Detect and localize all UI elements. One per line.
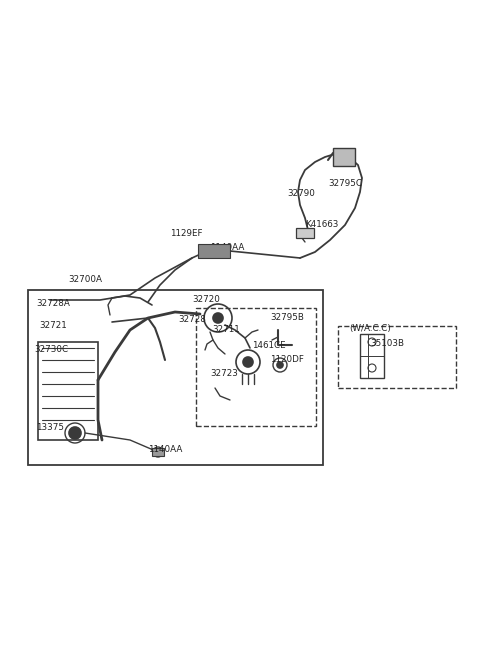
FancyBboxPatch shape [152,448,164,456]
Ellipse shape [243,357,253,367]
Text: 1129EF: 1129EF [170,228,203,237]
Text: 13375: 13375 [36,422,64,432]
Text: 32721: 32721 [39,321,67,331]
Text: 32790: 32790 [287,188,315,197]
Ellipse shape [277,362,283,368]
Text: 32711: 32711 [212,325,240,335]
Text: 1120DF: 1120DF [270,356,304,365]
Text: 35103B: 35103B [370,340,404,348]
Text: 32723: 32723 [210,369,238,377]
Text: 1140AA: 1140AA [210,243,244,253]
Text: (W/A.C.C): (W/A.C.C) [349,325,391,333]
Text: K41663: K41663 [305,220,338,228]
Ellipse shape [213,313,223,323]
FancyBboxPatch shape [198,244,230,258]
FancyBboxPatch shape [296,228,314,238]
Text: 32730C: 32730C [34,344,68,354]
Text: 32728A: 32728A [36,298,70,308]
Text: 1140AA: 1140AA [148,445,182,455]
Text: 32795C: 32795C [328,178,362,188]
Text: 1461CE: 1461CE [252,340,286,350]
FancyBboxPatch shape [333,148,355,166]
Text: 32720: 32720 [192,295,220,304]
Text: 32700A: 32700A [68,274,102,283]
Ellipse shape [69,427,81,439]
Text: 32728: 32728 [178,316,206,325]
Text: 32795B: 32795B [270,314,304,323]
